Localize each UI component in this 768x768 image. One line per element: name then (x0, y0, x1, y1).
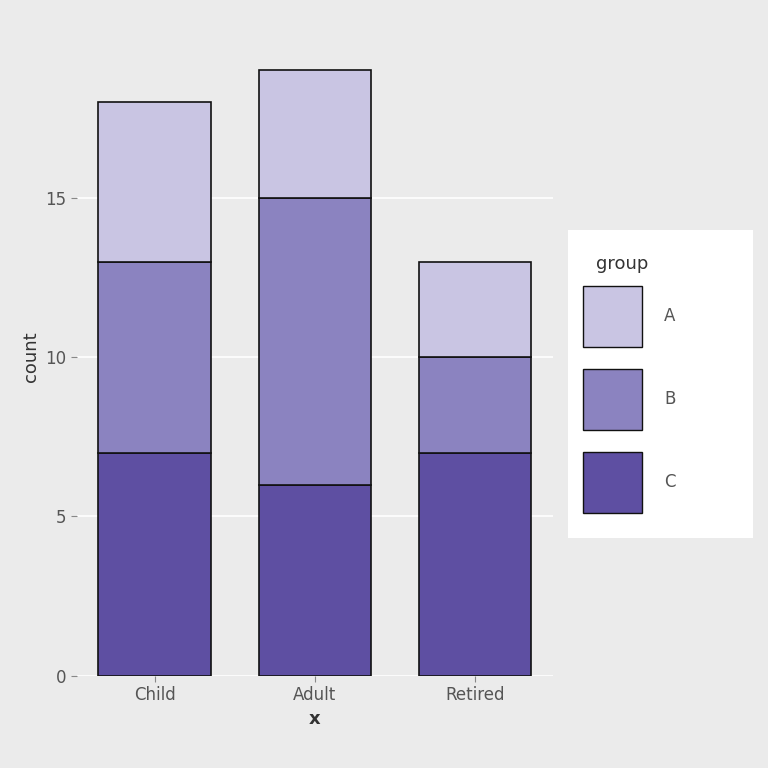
FancyBboxPatch shape (583, 452, 642, 513)
Text: A: A (664, 307, 676, 326)
Bar (419, 453, 531, 676)
FancyBboxPatch shape (583, 286, 642, 347)
Y-axis label: count: count (22, 332, 40, 382)
Bar (98, 102, 210, 261)
Text: B: B (664, 390, 676, 409)
Bar (98, 261, 210, 453)
FancyBboxPatch shape (583, 369, 642, 430)
Bar (259, 485, 371, 676)
Bar (259, 198, 371, 485)
Bar (259, 70, 371, 198)
Bar (419, 261, 531, 357)
Bar (98, 453, 210, 676)
Bar (419, 357, 531, 453)
X-axis label: x: x (309, 710, 321, 728)
Text: group: group (596, 255, 648, 273)
Text: C: C (664, 473, 676, 492)
